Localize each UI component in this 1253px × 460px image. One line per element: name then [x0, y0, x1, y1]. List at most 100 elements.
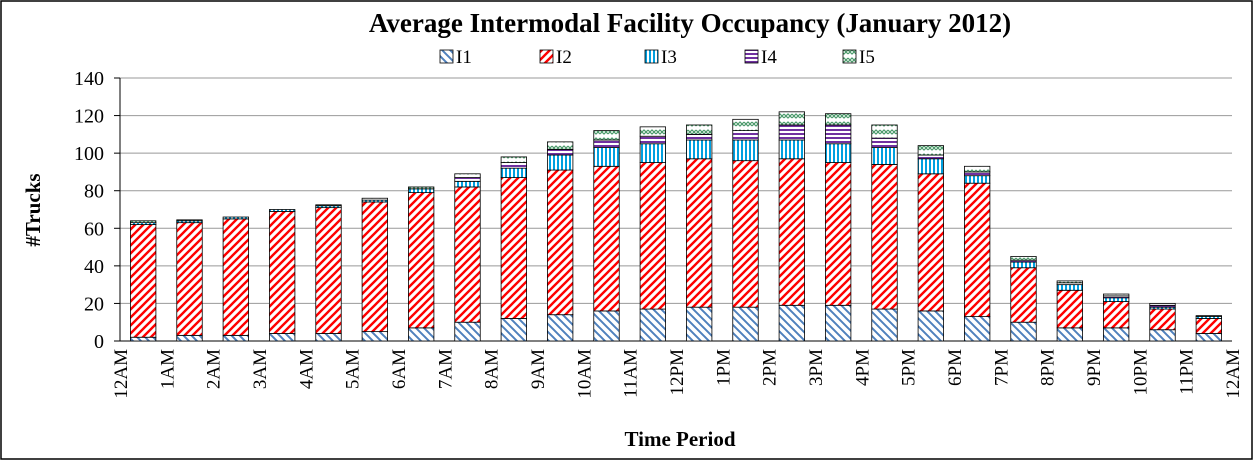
y-tick-label: 40	[84, 256, 104, 278]
bar-segment	[1056, 284, 1083, 291]
bar-segment	[917, 310, 944, 342]
bar-segment	[964, 165, 991, 173]
bar-segment	[686, 158, 713, 308]
bar-segment	[130, 224, 157, 338]
bar-segment	[917, 158, 944, 175]
bar-segment	[871, 164, 898, 310]
bar-segment	[778, 124, 805, 141]
bar-segment	[778, 139, 805, 160]
bar-segment	[593, 139, 620, 148]
legend-swatch	[439, 49, 454, 64]
x-tick-label: 1PM	[713, 349, 734, 386]
bar-segment	[732, 139, 759, 162]
bar-segment	[269, 333, 296, 342]
y-tick-label: 100	[74, 143, 104, 165]
x-tick-label: 12AM	[111, 349, 132, 399]
bar-segment	[315, 207, 342, 334]
y-tick-label: 60	[84, 218, 104, 240]
x-tick-label: 6PM	[945, 349, 966, 386]
bar-segment	[1056, 327, 1083, 342]
bar-segment	[1010, 261, 1037, 269]
legend-swatch	[842, 49, 857, 64]
bar-segment	[454, 180, 481, 188]
bar-segment	[500, 167, 527, 178]
x-tick-label: 4AM	[296, 349, 317, 389]
bar-segment	[732, 118, 759, 132]
bar-segment	[686, 139, 713, 160]
x-tick-label: 10PM	[1130, 349, 1151, 396]
bar-segment	[1103, 327, 1130, 342]
bar-segment	[1010, 321, 1037, 342]
y-tick-label: 20	[84, 293, 104, 315]
x-tick-label: 3PM	[806, 349, 827, 386]
bar-segment	[176, 334, 203, 342]
x-tick-label: 7PM	[991, 349, 1012, 386]
x-tick-label: 5PM	[899, 349, 920, 386]
x-tick-label: 5AM	[343, 349, 364, 389]
bar-segment	[825, 304, 852, 342]
bar-segment	[408, 327, 435, 342]
bar-segment	[500, 177, 527, 319]
x-tick-label: 2PM	[760, 349, 781, 386]
bar-segment	[547, 154, 574, 171]
x-tick-label: 9AM	[528, 349, 549, 389]
bar-segment	[778, 111, 805, 126]
bar-segment	[871, 124, 898, 139]
bar-segment	[500, 318, 527, 342]
legend-label: I2	[556, 47, 572, 68]
bar-segment	[964, 316, 991, 342]
bar-segment	[871, 147, 898, 165]
bar-segment	[1195, 315, 1222, 317]
bar-segment	[408, 188, 435, 193]
bar-segment	[361, 201, 388, 333]
bar-segment	[408, 186, 435, 190]
bar-segment	[500, 162, 527, 169]
bar-segment	[547, 314, 574, 342]
bar-segment	[825, 143, 852, 163]
legend-swatch	[539, 49, 554, 64]
bar-segment	[917, 173, 944, 312]
bar-segment	[1010, 267, 1037, 323]
x-tick-label: 8AM	[482, 349, 503, 389]
bar-segment	[176, 222, 203, 336]
bar-segment	[1195, 318, 1222, 334]
bar-segment	[917, 145, 944, 156]
bar-segment	[593, 310, 620, 342]
bar-segment	[639, 126, 666, 137]
bar-segment	[500, 156, 527, 163]
bar-segment	[686, 133, 713, 141]
bar-segment	[686, 306, 713, 342]
y-tick-label: 120	[74, 106, 104, 128]
bar-segment	[130, 336, 157, 342]
x-tick-label: 11PM	[1177, 349, 1198, 395]
bar-segment	[1149, 329, 1176, 342]
bar-segment	[222, 216, 249, 220]
bar-segment	[454, 321, 481, 342]
bar-segment	[454, 186, 481, 323]
bar-segment	[1195, 333, 1222, 342]
y-tick-label: 0	[94, 331, 104, 353]
bar-segment	[593, 147, 620, 167]
x-tick-label: 7AM	[435, 349, 456, 389]
bar-segment	[454, 173, 481, 178]
bar-segment	[639, 143, 666, 163]
bar-segment	[1010, 256, 1037, 261]
x-tick-label: 1AM	[157, 349, 178, 389]
bar-segment	[639, 135, 666, 145]
x-tick-label: 8PM	[1038, 349, 1059, 386]
bar-segment	[222, 334, 249, 342]
bar-segment	[593, 130, 620, 141]
bar-segment	[408, 192, 435, 329]
x-tick-label: 4PM	[852, 349, 873, 386]
bar-segment	[732, 306, 759, 342]
bar-segment	[964, 175, 991, 184]
bar-segment	[871, 137, 898, 148]
bar-segment	[732, 160, 759, 308]
bar-segment	[315, 204, 342, 207]
x-axis-label: Time Period	[624, 427, 735, 451]
x-tick-label: 3AM	[250, 349, 271, 389]
bar-segment	[593, 165, 620, 312]
bar-segment	[825, 124, 852, 145]
